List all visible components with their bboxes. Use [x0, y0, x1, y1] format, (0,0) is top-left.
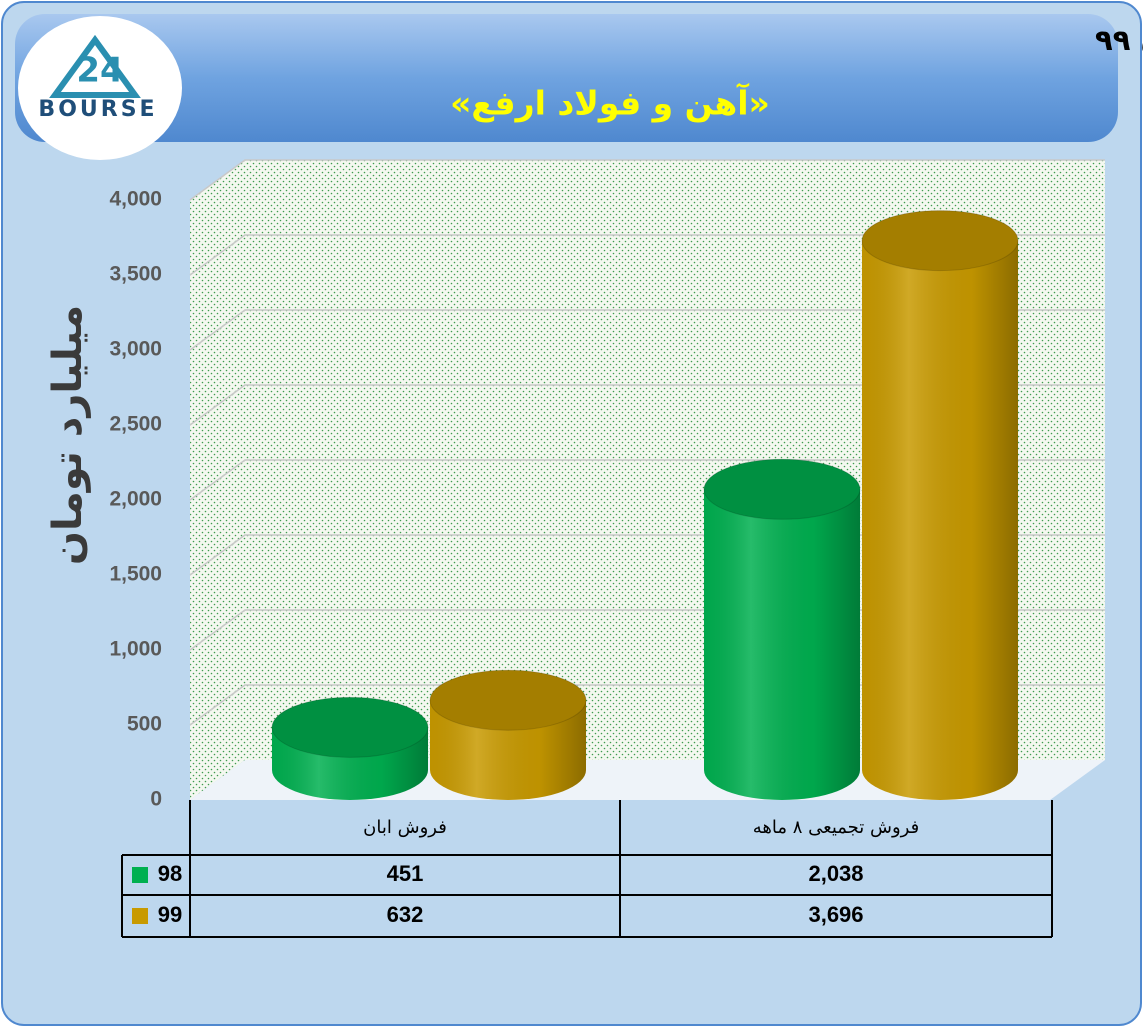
y-tick-label: 1,500 — [109, 563, 162, 586]
legend-label: 99 — [158, 902, 182, 927]
chart-subtitle: «آهن و فولاد ارفع» — [450, 83, 770, 124]
bar-top — [429, 669, 587, 731]
y-tick-label: 4,000 — [109, 188, 162, 211]
value-label: 3,696 — [808, 902, 863, 927]
y-tick-label: 3,000 — [109, 338, 162, 361]
logo-name: BOURSE — [38, 97, 157, 122]
y-tick-label: 500 — [127, 713, 162, 736]
legend-marker — [132, 908, 148, 924]
bar-top-shade — [430, 670, 586, 731]
grid-line — [189, 459, 1105, 501]
legend-marker — [132, 867, 148, 883]
y-tick-label: 2,500 — [109, 413, 162, 436]
y-tick-label: 3,500 — [109, 263, 162, 286]
legend-label: 98 — [158, 861, 182, 886]
value-label: 632 — [387, 902, 424, 927]
y-tick-label: 1,000 — [109, 638, 162, 661]
grid-line — [189, 159, 1105, 201]
y-tick-label: 0 — [150, 788, 162, 811]
bar-top — [271, 696, 429, 758]
value-label: 2,038 — [808, 861, 863, 886]
bar-top-shade — [704, 459, 860, 520]
grid-line — [189, 234, 1105, 276]
grid-line — [189, 384, 1105, 426]
bar-shade — [862, 240, 1018, 801]
bar-shade — [704, 489, 860, 800]
value-label: 451 — [387, 861, 424, 886]
bar-top-shade — [272, 697, 428, 758]
x-tick-label: فروش ابان — [363, 817, 447, 838]
logo-number: 24 — [76, 51, 123, 91]
logo-icon — [49, 34, 141, 98]
grid-line — [189, 309, 1105, 351]
chart-title: گزارش فروش ریالی ماهانه و ۸ ماهه منتهی ب… — [1095, 22, 1143, 57]
header-banner — [15, 14, 1118, 142]
y-tick-label: 2,000 — [109, 488, 162, 511]
x-tick-label: فروش تجمیعی ۸ ماهه — [753, 817, 919, 838]
bar-top-shade — [862, 210, 1018, 271]
data-table — [121, 800, 1053, 938]
bar-top — [861, 210, 1019, 272]
logo-bg — [18, 16, 182, 160]
bar-top — [703, 458, 861, 520]
y-axis-label: میلیارد تومان — [45, 305, 91, 565]
